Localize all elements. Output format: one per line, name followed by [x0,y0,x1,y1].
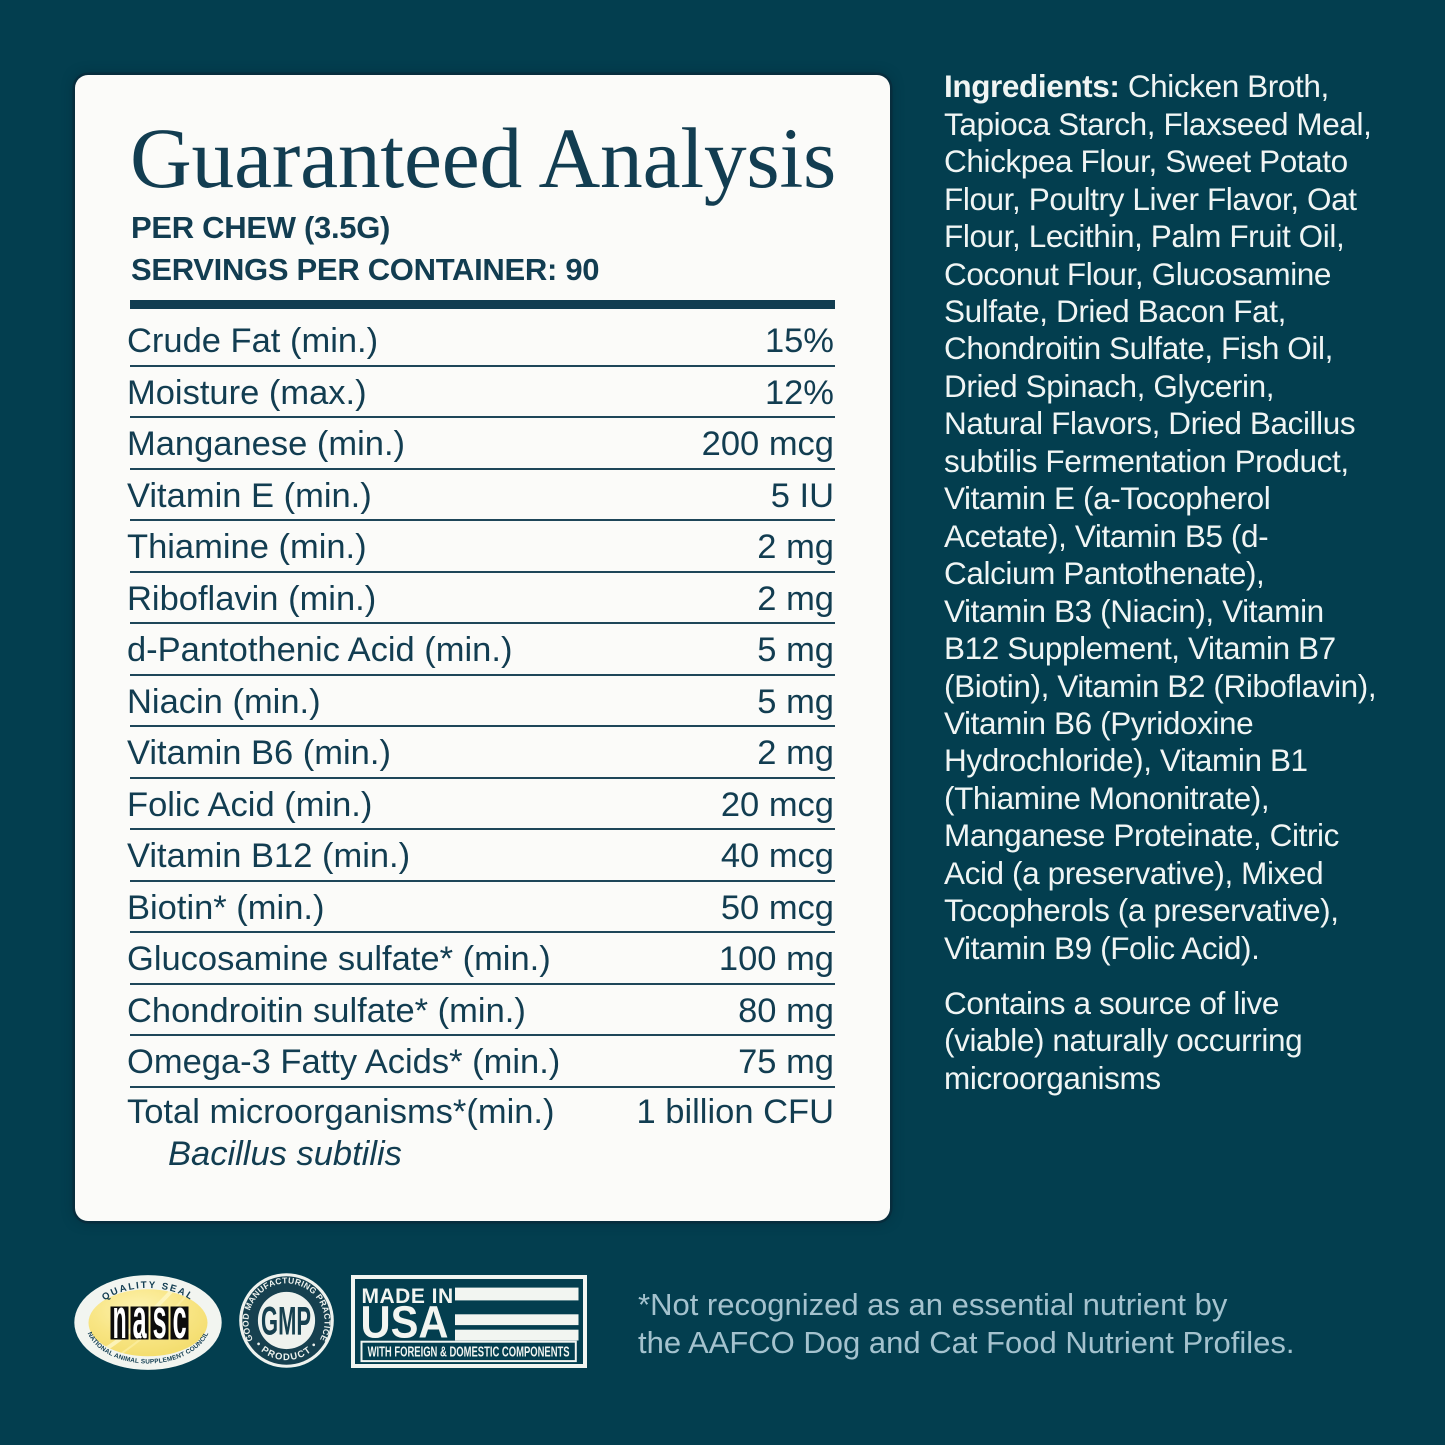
svg-text:a: a [132,1287,147,1351]
svg-text:MADE IN: MADE IN [362,1285,454,1308]
svg-text:USA: USA [361,1297,449,1348]
svg-text:n: n [112,1287,126,1351]
svg-text:c: c [172,1287,186,1351]
svg-text:GMP: GMP [261,1299,311,1343]
svg-text:s: s [152,1287,166,1351]
svg-text:WITH FOREIGN & DOMESTIC COMPON: WITH FOREIGN & DOMESTIC COMPONENTS [368,1345,570,1361]
